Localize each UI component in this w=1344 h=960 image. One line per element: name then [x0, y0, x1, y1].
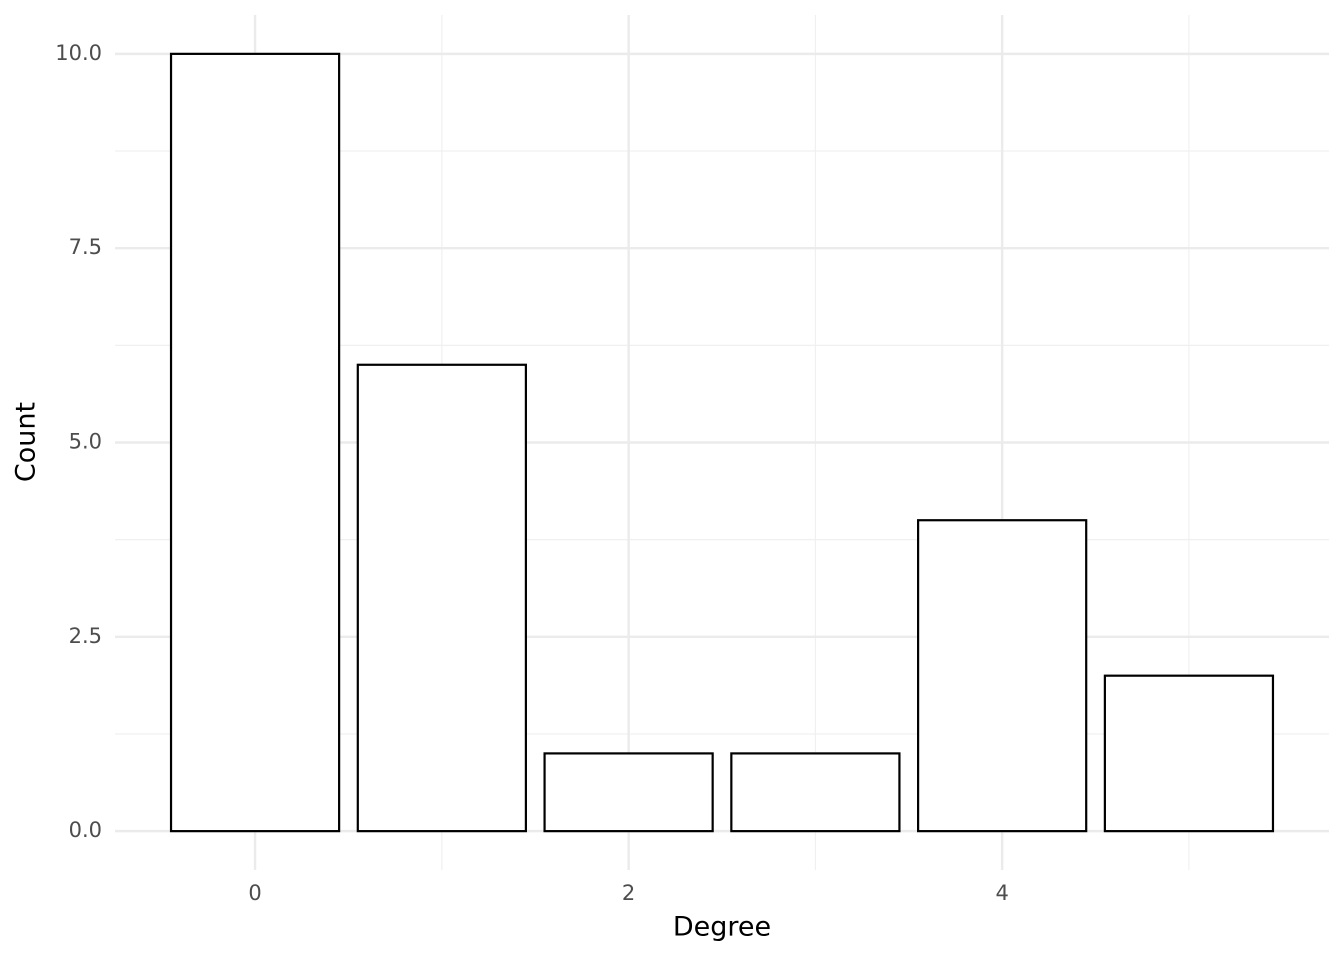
y-tick-label: 2.5	[69, 624, 102, 648]
x-tick-label: 0	[248, 881, 261, 905]
bar	[730, 752, 901, 833]
y-tick-label: 5.0	[69, 430, 102, 454]
bar	[917, 519, 1088, 833]
x-tick-label: 2	[622, 881, 635, 905]
x-tick-label: 4	[995, 881, 1008, 905]
bar	[543, 752, 714, 833]
bars	[169, 52, 1275, 833]
y-tick-label: 10.0	[55, 41, 102, 65]
bar	[356, 363, 527, 833]
y-axis-title: Count	[11, 402, 42, 482]
y-tick-label: 7.5	[69, 235, 102, 259]
x-axis-title: Degree	[673, 912, 771, 943]
y-tick-label: 0.0	[69, 818, 102, 842]
bar	[169, 52, 341, 833]
bar	[1103, 674, 1275, 833]
